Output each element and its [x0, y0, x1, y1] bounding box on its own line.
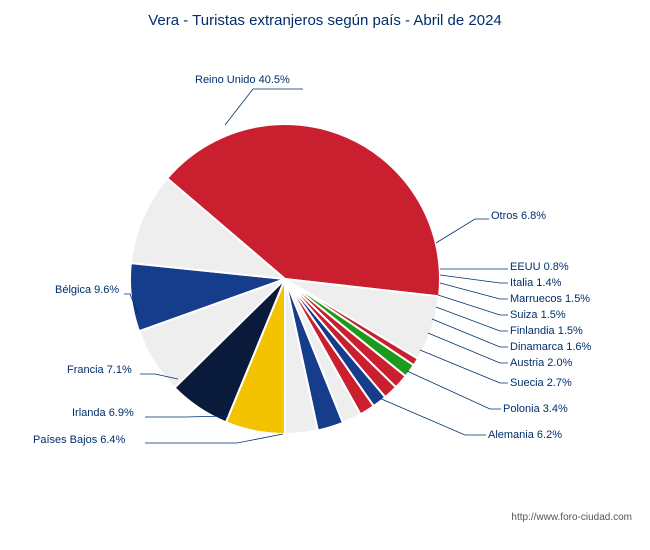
slice-label: EEUU 0.8% [510, 261, 569, 273]
leader-line [432, 319, 508, 347]
slice-label: Irlanda 6.9% [72, 407, 134, 419]
slice-label: Otros 6.8% [491, 210, 546, 222]
slice-label: Dinamarca 1.6% [510, 341, 591, 353]
leader-line [407, 371, 501, 409]
slice-label: Polonia 3.4% [503, 403, 568, 415]
slice-label: Francia 7.1% [67, 364, 132, 376]
slice-label: Suecia 2.7% [510, 377, 572, 389]
leader-line [145, 434, 283, 443]
slice-label: Reino Unido 40.5% [195, 74, 290, 86]
leader-line [436, 307, 508, 331]
leader-line [440, 283, 508, 299]
slice-label: Países Bajos 6.4% [33, 434, 125, 446]
slice-label: Suiza 1.5% [510, 309, 566, 321]
leader-line [379, 398, 486, 435]
slice-label: Austria 2.0% [510, 357, 572, 369]
leader-line [436, 219, 489, 243]
page-title: Vera - Turistas extranjeros según país -… [0, 0, 650, 29]
slice-label: Marruecos 1.5% [510, 293, 590, 305]
leader-line [225, 89, 303, 125]
slice-label: Italia 1.4% [510, 277, 561, 289]
leader-line [420, 350, 508, 383]
slice-label: Finlandia 1.5% [510, 325, 583, 337]
watermark: http://www.foro-ciudad.com [511, 512, 632, 523]
slice-label: Alemania 6.2% [488, 429, 562, 441]
leader-line [440, 275, 508, 283]
pie-chart: Reino Unido 40.5% Otros 6.8% EEUU 0.8% Ital… [0, 29, 650, 529]
slice-label: Bélgica 9.6% [55, 284, 119, 296]
